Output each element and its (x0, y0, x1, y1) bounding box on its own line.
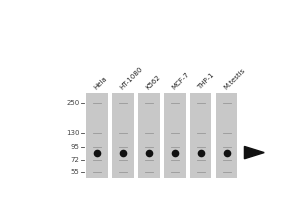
Text: K562: K562 (145, 73, 161, 90)
Text: 55: 55 (70, 169, 79, 175)
Polygon shape (244, 146, 264, 159)
Text: 250: 250 (66, 100, 79, 106)
Bar (190, 93, 211, 178)
Bar (86, 93, 108, 178)
Bar (164, 93, 185, 178)
Text: M.testis: M.testis (223, 67, 246, 90)
Text: HT-1080: HT-1080 (119, 65, 144, 90)
Bar (84, 93, 240, 178)
Text: Hela: Hela (93, 75, 108, 90)
Text: 130: 130 (66, 130, 79, 136)
Text: MCF-7: MCF-7 (171, 71, 190, 90)
Text: THP-1: THP-1 (196, 71, 215, 90)
Text: 95: 95 (70, 144, 79, 150)
Text: 72: 72 (70, 157, 79, 163)
Bar (112, 93, 134, 178)
Bar (216, 93, 237, 178)
Bar (138, 93, 160, 178)
